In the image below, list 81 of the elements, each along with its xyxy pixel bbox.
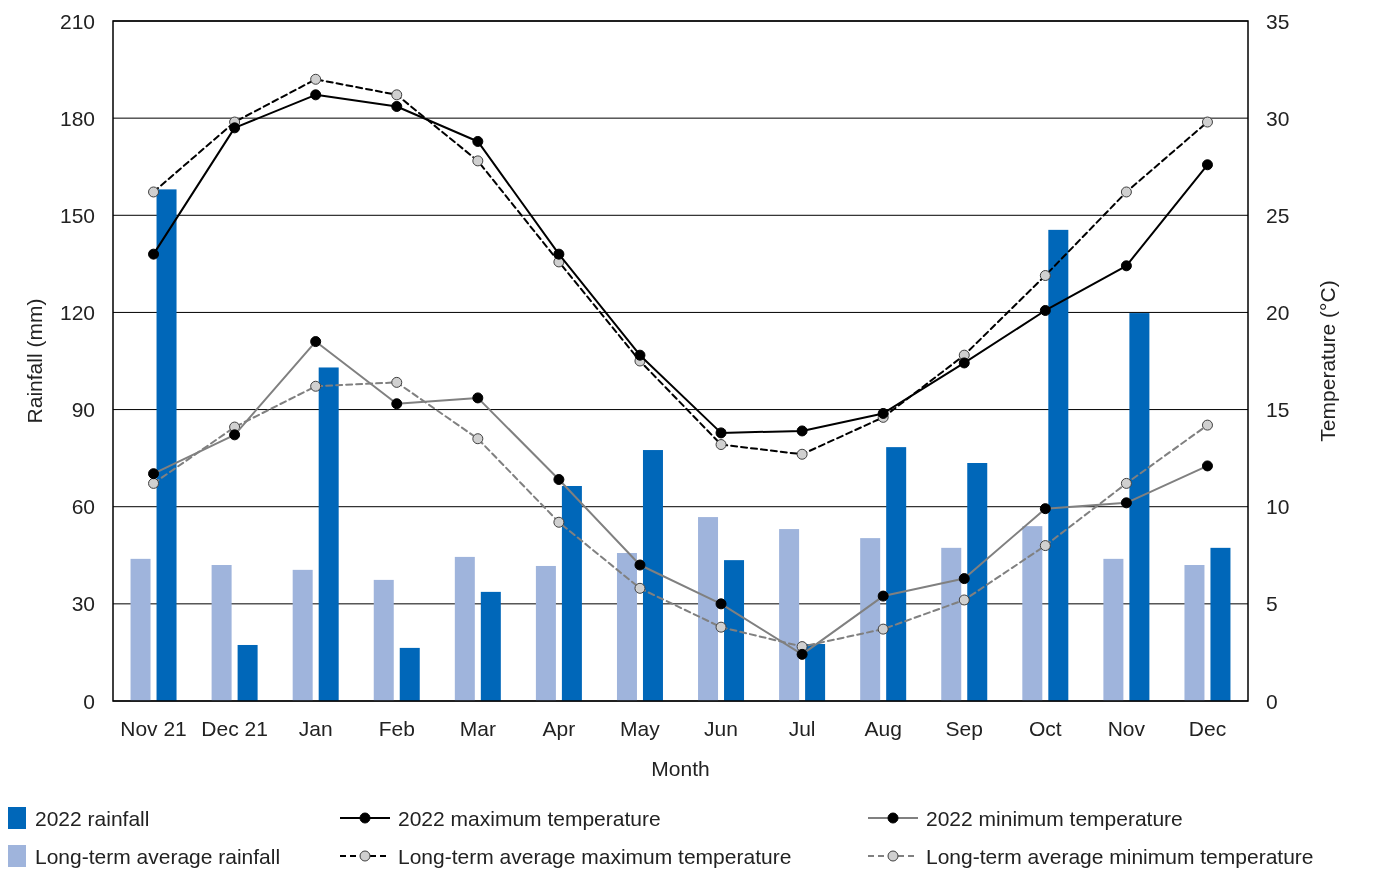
point — [796, 425, 808, 437]
bar — [1048, 229, 1069, 701]
legend-label: 2022 minimum temperature — [926, 806, 1183, 830]
bar — [292, 569, 313, 701]
point — [1120, 260, 1132, 272]
x-tick-label: Sep — [945, 716, 983, 740]
bar — [1022, 526, 1043, 701]
bar — [1129, 313, 1150, 701]
y-tick-label: 0 — [83, 689, 95, 713]
bar — [454, 556, 475, 701]
point — [877, 407, 889, 419]
x-tick-label: Oct — [1028, 716, 1062, 740]
bar — [1103, 558, 1124, 701]
point — [634, 349, 646, 361]
x-tick-label: Dec 21 — [201, 716, 268, 740]
x-tick-label: Dec — [1188, 716, 1227, 740]
bar — [698, 517, 719, 701]
y2-tick-label: 15 — [1266, 398, 1290, 422]
y-tick-label: 90 — [71, 398, 95, 422]
legend-label: Long-term average maximum temperature — [398, 844, 792, 868]
point — [148, 248, 160, 260]
y-tick-label: 150 — [59, 203, 95, 227]
x-tick-label: Aug — [864, 716, 902, 740]
legend-label: 2022 rainfall — [35, 806, 150, 830]
y2-tick-label: 5 — [1266, 592, 1278, 616]
y-tick-label: 30 — [71, 592, 95, 616]
y2-axis-title: Temperature (°C) — [1315, 280, 1339, 442]
y2-tick-label: 0 — [1266, 689, 1278, 713]
legend-label: 2022 maximum temperature — [398, 806, 661, 830]
point — [553, 248, 565, 260]
bar — [130, 558, 151, 701]
x-tick-label: Jan — [298, 716, 333, 740]
point — [472, 135, 484, 147]
bar — [156, 189, 177, 701]
bar — [535, 565, 556, 701]
y-tick-label: 120 — [59, 300, 95, 324]
legend-label: Long-term average rainfall — [35, 844, 281, 868]
x-tick-label: Nov — [1107, 716, 1146, 740]
x-tick-label: Mar — [459, 716, 496, 740]
bar — [805, 644, 826, 701]
bar — [237, 644, 258, 701]
bar — [1210, 547, 1231, 701]
x-tick-label: Jul — [788, 716, 816, 740]
x-tick-label: Feb — [378, 716, 415, 740]
bar — [941, 547, 962, 701]
y-tick-label: 210 — [59, 9, 95, 33]
bar — [779, 529, 800, 701]
y-tick-label: 180 — [59, 106, 95, 130]
x-tick-label: Nov 21 — [120, 716, 187, 740]
x-tick-label: Apr — [542, 716, 576, 740]
x-tick-label: May — [620, 716, 661, 740]
y-axis-title: Rainfall (mm) — [22, 298, 46, 424]
legend-label: Long-term average minimum temperature — [926, 844, 1314, 868]
point — [715, 427, 727, 439]
y2-tick-label: 10 — [1266, 495, 1290, 519]
y2-tick-label: 30 — [1266, 106, 1290, 130]
bar — [373, 579, 394, 701]
bar — [318, 367, 339, 701]
point — [229, 122, 241, 134]
bar — [967, 463, 988, 701]
point — [958, 357, 970, 369]
bar — [642, 450, 663, 701]
x-axis-title: Month — [651, 756, 710, 780]
point — [391, 100, 403, 112]
bar — [399, 647, 420, 701]
bar — [211, 565, 232, 701]
bar — [1184, 565, 1205, 701]
y-tick-label: 60 — [71, 495, 95, 519]
point — [1039, 304, 1051, 316]
point — [1201, 159, 1213, 171]
bar — [860, 538, 881, 701]
y2-tick-label: 25 — [1266, 203, 1290, 227]
bar — [480, 591, 501, 701]
y2-tick-label: 35 — [1266, 9, 1290, 33]
point — [310, 89, 322, 101]
x-tick-label: Jun — [704, 716, 738, 740]
bar — [561, 485, 582, 701]
bar — [616, 553, 637, 701]
bar — [724, 560, 745, 701]
y2-tick-label: 20 — [1266, 300, 1290, 324]
bar — [886, 447, 907, 701]
